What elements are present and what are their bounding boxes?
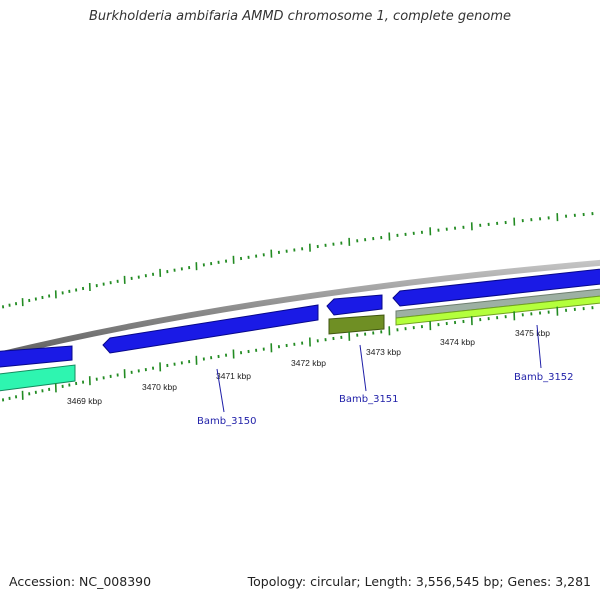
gene-label[interactable]: Bamb_3151 xyxy=(339,394,399,405)
tick-label: 3475 kbp xyxy=(515,328,550,338)
reverse-cds-feature xyxy=(0,364,76,392)
gene-label-leader xyxy=(216,368,225,413)
accession-text: Accession: NC_008390 xyxy=(9,574,152,589)
gene-label-leader xyxy=(536,324,542,369)
topology-text: Topology: circular; Length: 3,556,545 bp… xyxy=(247,574,591,589)
tick-label: 3470 kbp xyxy=(142,382,177,392)
map-title: Burkholderia ambifaria AMMD chromosome 1… xyxy=(88,9,512,24)
forward-cds-feature xyxy=(326,294,383,316)
forward-cds-feature xyxy=(0,345,73,368)
forward-cds-feature xyxy=(102,304,319,354)
inner-tick-ring xyxy=(2,306,594,402)
gene-label-leader xyxy=(359,344,367,392)
reverse-cds-feature xyxy=(395,288,600,319)
forward-cds-feature xyxy=(392,268,600,307)
tick-label: 3474 kbp xyxy=(440,337,475,347)
reverse-cds-feature xyxy=(328,314,385,335)
tick-label: 3473 kbp xyxy=(366,347,401,357)
chromosome-backbone xyxy=(0,259,600,358)
reverse-cds-feature xyxy=(395,295,600,326)
outer-tick-ring xyxy=(2,212,594,309)
gene-label[interactable]: Bamb_3150 xyxy=(197,416,257,427)
gene-label[interactable]: Bamb_3152 xyxy=(514,372,574,383)
tick-label: 3471 kbp xyxy=(216,371,251,381)
tick-label: 3472 kbp xyxy=(291,358,326,368)
tick-label: 3469 kbp xyxy=(67,396,102,406)
